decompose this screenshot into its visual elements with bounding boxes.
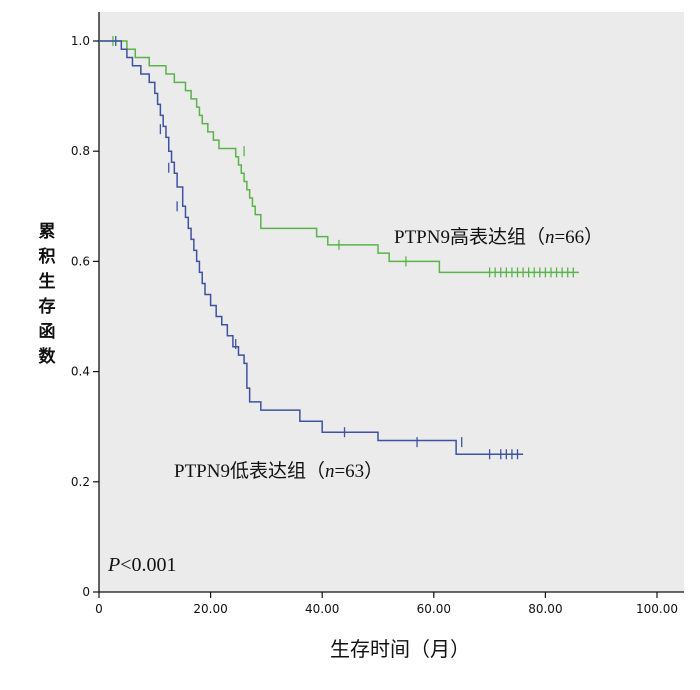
survival-curve	[99, 40, 524, 455]
series-low	[99, 36, 524, 460]
plot-area-background	[99, 12, 684, 592]
x-tick-label: 40.00	[305, 602, 339, 616]
y-tick-label: 0.8	[71, 144, 90, 158]
y-tick-label: 0.6	[71, 254, 90, 268]
axes: 0 0.2 0.4 0.6 0.8 1.0 0 20.00 40.00 60.00 80.00 100…	[71, 12, 684, 616]
y-tick-label: 0.4	[71, 365, 90, 379]
y-tick-label: 0.2	[71, 475, 90, 489]
x-axis-title: 生存时间（月）	[330, 637, 470, 661]
series-high	[99, 36, 579, 278]
x-tick-label: 100.00	[636, 602, 678, 616]
x-tick-label: 80.00	[528, 602, 562, 616]
y-axis-title: 累积生存函数	[39, 222, 57, 367]
series-label-low: PTPN9低表达组（n=63）	[174, 460, 383, 482]
y-tick-label: 0	[82, 585, 90, 599]
x-tick-label: 0	[95, 602, 103, 616]
x-tick-label: 20.00	[193, 602, 227, 616]
series-label-high: PTPN9高表达组（n=66）	[394, 226, 603, 248]
x-tick-label: 60.00	[417, 602, 451, 616]
survival-curve	[99, 40, 579, 274]
y-tick-label: 1.0	[71, 34, 90, 48]
p-value: P<0.001	[107, 554, 177, 576]
series-layer	[99, 36, 579, 460]
